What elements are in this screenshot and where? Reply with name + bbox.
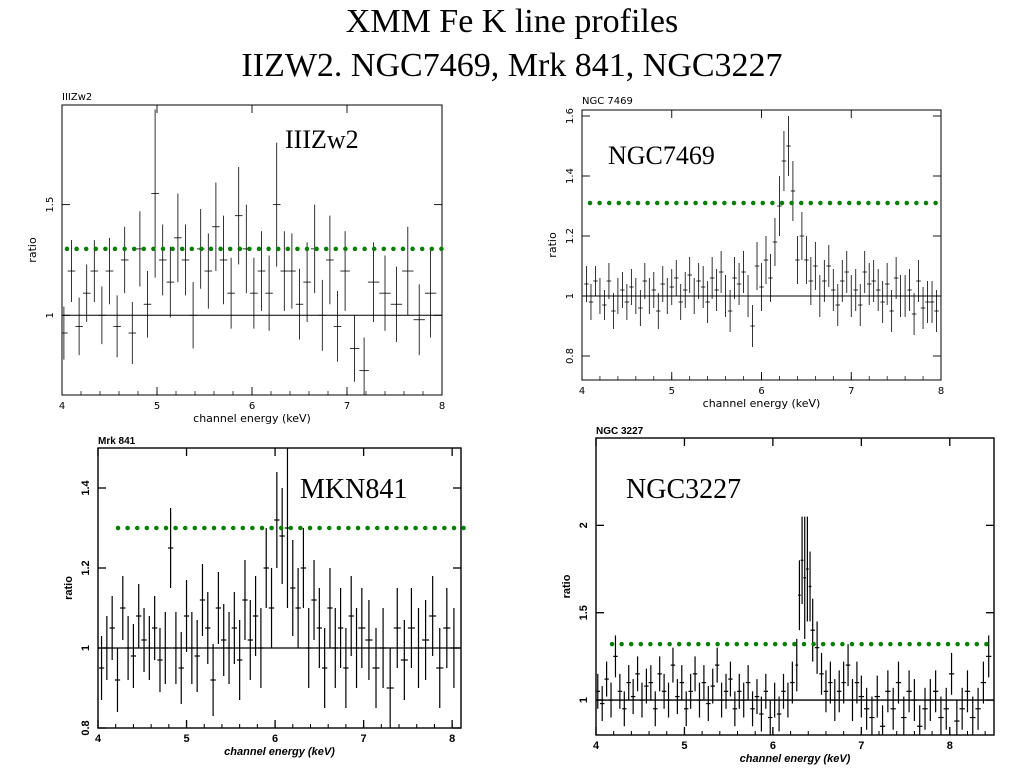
plot-title: NGC 3227 (596, 426, 644, 437)
y-tick-label: 1.5 (45, 197, 56, 213)
plot-title: NGC 7469 (582, 96, 633, 107)
x-tick-label: 5 (681, 740, 687, 752)
y-tick-label: 1 (578, 697, 590, 703)
x-tick-label: 7 (858, 740, 864, 752)
x-tick-label: 6 (249, 401, 255, 412)
x-axis-label: channel energy (keV) (193, 412, 311, 425)
y-tick-label: 1 (565, 293, 576, 299)
y-axis-label: ratio (546, 232, 559, 258)
x-tick-label: 4 (579, 386, 585, 397)
x-tick-label: 4 (593, 740, 600, 752)
y-tick-label: 1 (45, 312, 56, 318)
plot-frame (595, 437, 995, 736)
x-tick-label: 6 (770, 740, 776, 752)
y-tick-label: 0.8 (565, 348, 576, 364)
chart-panel-4: 4 5 6 7 8 1 1.5 2 channel energy (keV) ratio NGC 3… (561, 426, 997, 765)
x-tick-label: 5 (183, 733, 189, 745)
chart-panel-3: 4 5 6 7 8 0.8 1 1.2 1.4 channel energy (keV) ratio… (63, 436, 474, 758)
y-tick-label: 1.4 (80, 479, 92, 495)
slide-title-line2: IIZW2. NGC7469, Mrk 841, NGC3227 (241, 47, 783, 84)
data-series (582, 116, 941, 347)
x-tick-label: 7 (848, 386, 854, 397)
x-tick-label: 8 (449, 733, 455, 745)
panel-annotation: NGC7469 (608, 141, 715, 170)
x-tick-label: 8 (938, 386, 944, 397)
x-tick-label: 8 (439, 401, 445, 412)
data-series (596, 516, 994, 735)
chart-panel-1: 4 5 6 7 8 1 1.5 channel energy (keV) ratio IIIZw2… (26, 92, 445, 425)
y-axis-label: ratio (561, 574, 573, 598)
x-axis-label: channel energy (keV) (703, 397, 821, 410)
y-tick-label: 2 (578, 522, 590, 528)
y-tick-label: 1.4 (565, 168, 576, 184)
slide-title: XMM Fe K line profiles IIZW2. NGC7469, M… (0, 0, 1024, 88)
panel-annotation: MKN841 (300, 474, 407, 505)
x-axis-label: channel energy (keV) (740, 753, 851, 765)
y-axis-label: ratio (26, 237, 39, 263)
x-tick-label: 6 (758, 386, 764, 397)
x-tick-label: 4 (95, 733, 102, 745)
x-tick-label: 4 (59, 401, 65, 412)
y-tick-label: 1.2 (80, 560, 92, 575)
chart-panel-2: 4 5 6 7 8 0.8 1 1.2 1.4 1.6 channel energy (keV) ra… (546, 96, 944, 410)
y-tick-label: 1.6 (565, 108, 576, 124)
data-series (98, 448, 461, 728)
y-tick-label: 1 (80, 645, 92, 651)
x-tick-label: 5 (154, 401, 160, 412)
y-axis-label: ratio (63, 576, 75, 600)
plot-title: Mrk 841 (98, 436, 136, 447)
x-axis-label: channel energy (keV) (224, 746, 335, 758)
plot-frame (97, 447, 462, 729)
x-tick-label: 8 (947, 740, 953, 752)
plot-title: IIIZw2 (62, 92, 92, 103)
y-tick-label: 1.5 (578, 605, 590, 620)
x-tick-label: 6 (272, 733, 278, 745)
x-tick-label: 7 (344, 401, 350, 412)
panel-annotation: IIIZw2 (285, 125, 359, 154)
slide-title-line1: XMM Fe K line profiles (345, 3, 679, 40)
panel-annotation: NGC3227 (626, 474, 741, 505)
x-tick-label: 7 (361, 733, 367, 745)
data-series (62, 109, 442, 395)
x-tick-label: 5 (669, 386, 675, 397)
y-tick-label: 1.2 (565, 228, 576, 244)
y-tick-label: 0.8 (80, 720, 92, 735)
